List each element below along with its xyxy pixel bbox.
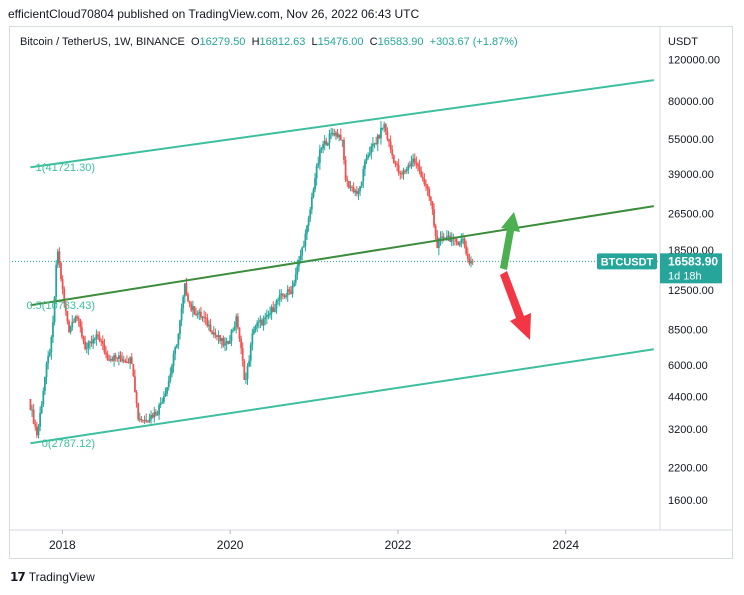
tradingview-brand[interactable]: TradingView (28, 570, 95, 584)
publish-header: efficientCloud70804 published on Trading… (8, 7, 420, 21)
high-label: H (251, 36, 260, 48)
low-label: L (311, 36, 318, 48)
high-value: 16812.63 (259, 36, 306, 48)
open-label: O (190, 36, 200, 48)
close-value: 16583.90 (377, 36, 424, 48)
chart-frame[interactable] (9, 26, 733, 559)
change-value: +303.67 (+1.87%) (429, 36, 518, 48)
low-value: 15476.00 (317, 36, 364, 48)
open-value: 16279.50 (199, 36, 246, 48)
footer[interactable]: 𝟭𝟳 TradingView (10, 570, 95, 584)
symbol-label[interactable]: Bitcoin / TetherUS, 1W, BINANCE (20, 36, 185, 48)
currency-label: USDT (668, 36, 698, 48)
tradingview-logo-icon: 𝟭𝟳 (10, 570, 26, 584)
close-label: C (369, 36, 378, 48)
chart-legend: Bitcoin / TetherUS, 1W, BINANCE O16279.5… (20, 36, 518, 48)
